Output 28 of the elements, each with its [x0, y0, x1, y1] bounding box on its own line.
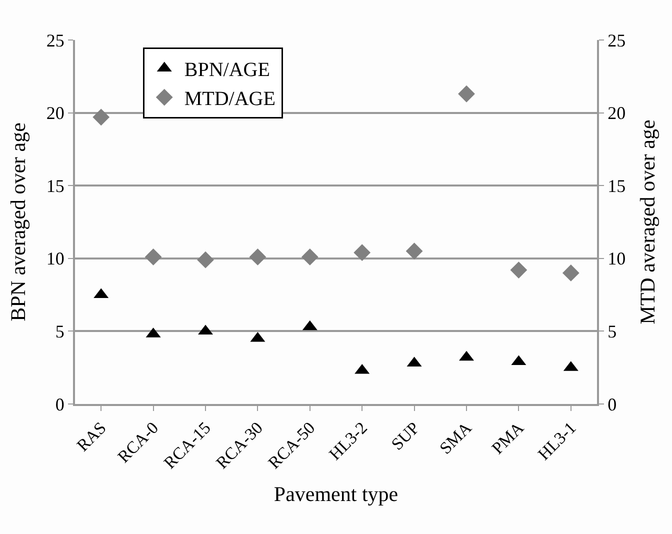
point [406, 242, 423, 260]
y2-axis-title: MTD averaged over age [635, 120, 660, 324]
point [354, 244, 371, 262]
y2-tick-label: 15 [608, 176, 626, 196]
point [249, 248, 266, 266]
y2-tick-label: 0 [608, 394, 617, 414]
y-tick-label: 25 [46, 30, 64, 50]
point [301, 248, 318, 266]
y2-tick-label: 5 [608, 322, 617, 342]
y2-tick-label: 20 [608, 103, 626, 124]
y-axis-title: BPN averaged over age [6, 122, 30, 322]
legend-label: MTD/AGE [184, 88, 276, 110]
point [92, 108, 110, 126]
y-tick-label: 5 [55, 322, 64, 342]
y-tick-label: 10 [46, 248, 64, 269]
legend-label: BPN/AGE [184, 59, 270, 82]
y2-tick-label: 25 [608, 30, 626, 50]
x-tick-label: SUP [388, 418, 424, 454]
point [197, 251, 214, 268]
point [458, 85, 475, 102]
y-tick-label: 15 [46, 176, 64, 196]
point [562, 264, 580, 282]
point [510, 262, 528, 278]
y2-tick-label: 10 [608, 248, 626, 269]
y-tick-label: 0 [55, 394, 64, 414]
x-axis-title: Pavement type [274, 482, 398, 506]
point [144, 248, 162, 266]
y-tick-label: 20 [46, 103, 64, 124]
